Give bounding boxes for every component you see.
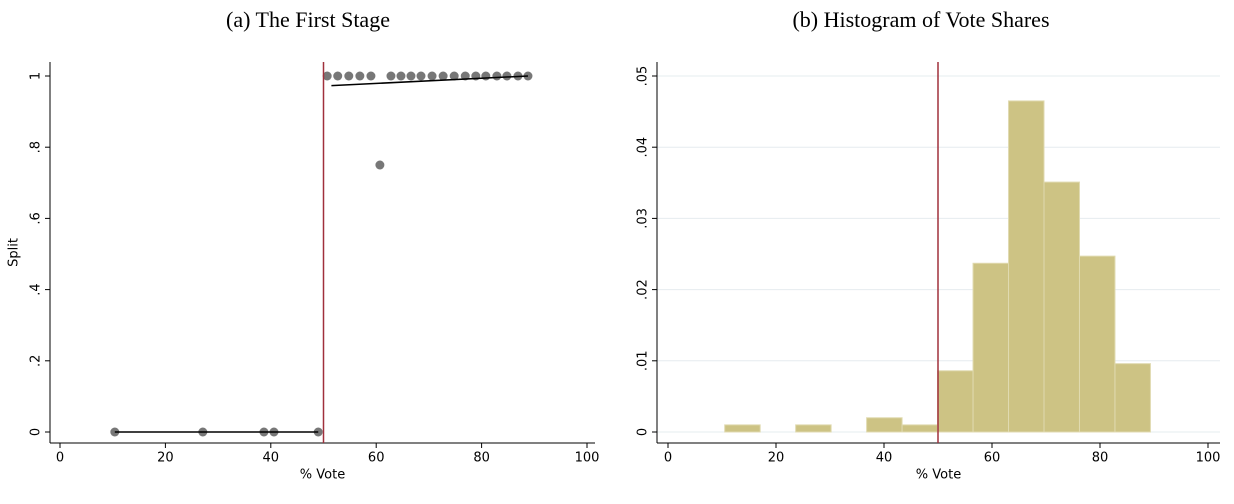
point bbox=[427, 71, 437, 81]
point bbox=[438, 71, 448, 81]
point bbox=[396, 71, 406, 81]
point bbox=[416, 71, 426, 81]
y-tick-label: .03 bbox=[636, 208, 651, 229]
y-tick-label: .2 bbox=[29, 355, 44, 367]
chart-title: (a) The First Stage bbox=[226, 7, 390, 32]
y-tick-label: .6 bbox=[29, 212, 44, 224]
bar bbox=[1114, 363, 1151, 433]
x-tick-label: 80 bbox=[473, 451, 490, 466]
y-tick-label: .05 bbox=[636, 66, 651, 87]
x-tick-label: 60 bbox=[984, 451, 1001, 466]
point bbox=[322, 71, 332, 81]
point bbox=[333, 71, 343, 81]
x-axis-label: % Vote bbox=[300, 468, 345, 483]
bar bbox=[937, 370, 974, 433]
x-tick-label: 0 bbox=[664, 451, 672, 466]
x-tick-label: 40 bbox=[876, 451, 893, 466]
panel: (b) Histogram of Vote Shares 0 .01 .02 .03 .0… bbox=[636, 7, 1221, 482]
bar bbox=[972, 262, 1010, 433]
panel: (a) The First Stage 0 .2 .4 .6 .8 1 0 20 40 60 80 10… bbox=[7, 7, 600, 482]
x-tick-label: 20 bbox=[157, 451, 174, 466]
x-axis-label: % Vote bbox=[916, 468, 961, 483]
point bbox=[492, 71, 502, 81]
y-tick-label: .02 bbox=[636, 279, 651, 300]
y-tick-label: .4 bbox=[29, 283, 44, 295]
y-axis-label: Split bbox=[7, 238, 22, 267]
point bbox=[386, 71, 396, 81]
y-tick-label: .01 bbox=[636, 350, 651, 371]
y-tick-label: .04 bbox=[636, 137, 651, 158]
bar bbox=[901, 424, 939, 433]
x-tick-label: 40 bbox=[263, 451, 280, 466]
x-tick-label: 0 bbox=[56, 451, 64, 466]
bar bbox=[795, 424, 832, 433]
point bbox=[375, 160, 385, 170]
point bbox=[406, 71, 416, 81]
bar bbox=[1078, 255, 1116, 433]
point bbox=[449, 71, 459, 81]
point bbox=[481, 71, 491, 81]
bar bbox=[866, 417, 903, 433]
y-tick-label: .8 bbox=[29, 141, 44, 153]
x-tick-label: 100 bbox=[575, 451, 600, 466]
y-tick-label: 0 bbox=[29, 428, 44, 436]
x-tick-label: 20 bbox=[768, 451, 785, 466]
fit-line bbox=[331, 75, 529, 87]
point bbox=[366, 71, 376, 81]
x-tick-label: 100 bbox=[1196, 451, 1221, 466]
bar bbox=[724, 424, 761, 433]
bar bbox=[1008, 100, 1045, 433]
x-tick-label: 60 bbox=[368, 451, 385, 466]
point bbox=[502, 71, 512, 81]
x-tick-label: 80 bbox=[1092, 451, 1109, 466]
y-tick-label: 1 bbox=[29, 72, 44, 80]
chart-title: (b) Histogram of Vote Shares bbox=[792, 7, 1049, 32]
bar bbox=[1043, 181, 1080, 433]
point bbox=[355, 71, 365, 81]
y-tick-label: 0 bbox=[636, 428, 651, 436]
point bbox=[344, 71, 354, 81]
